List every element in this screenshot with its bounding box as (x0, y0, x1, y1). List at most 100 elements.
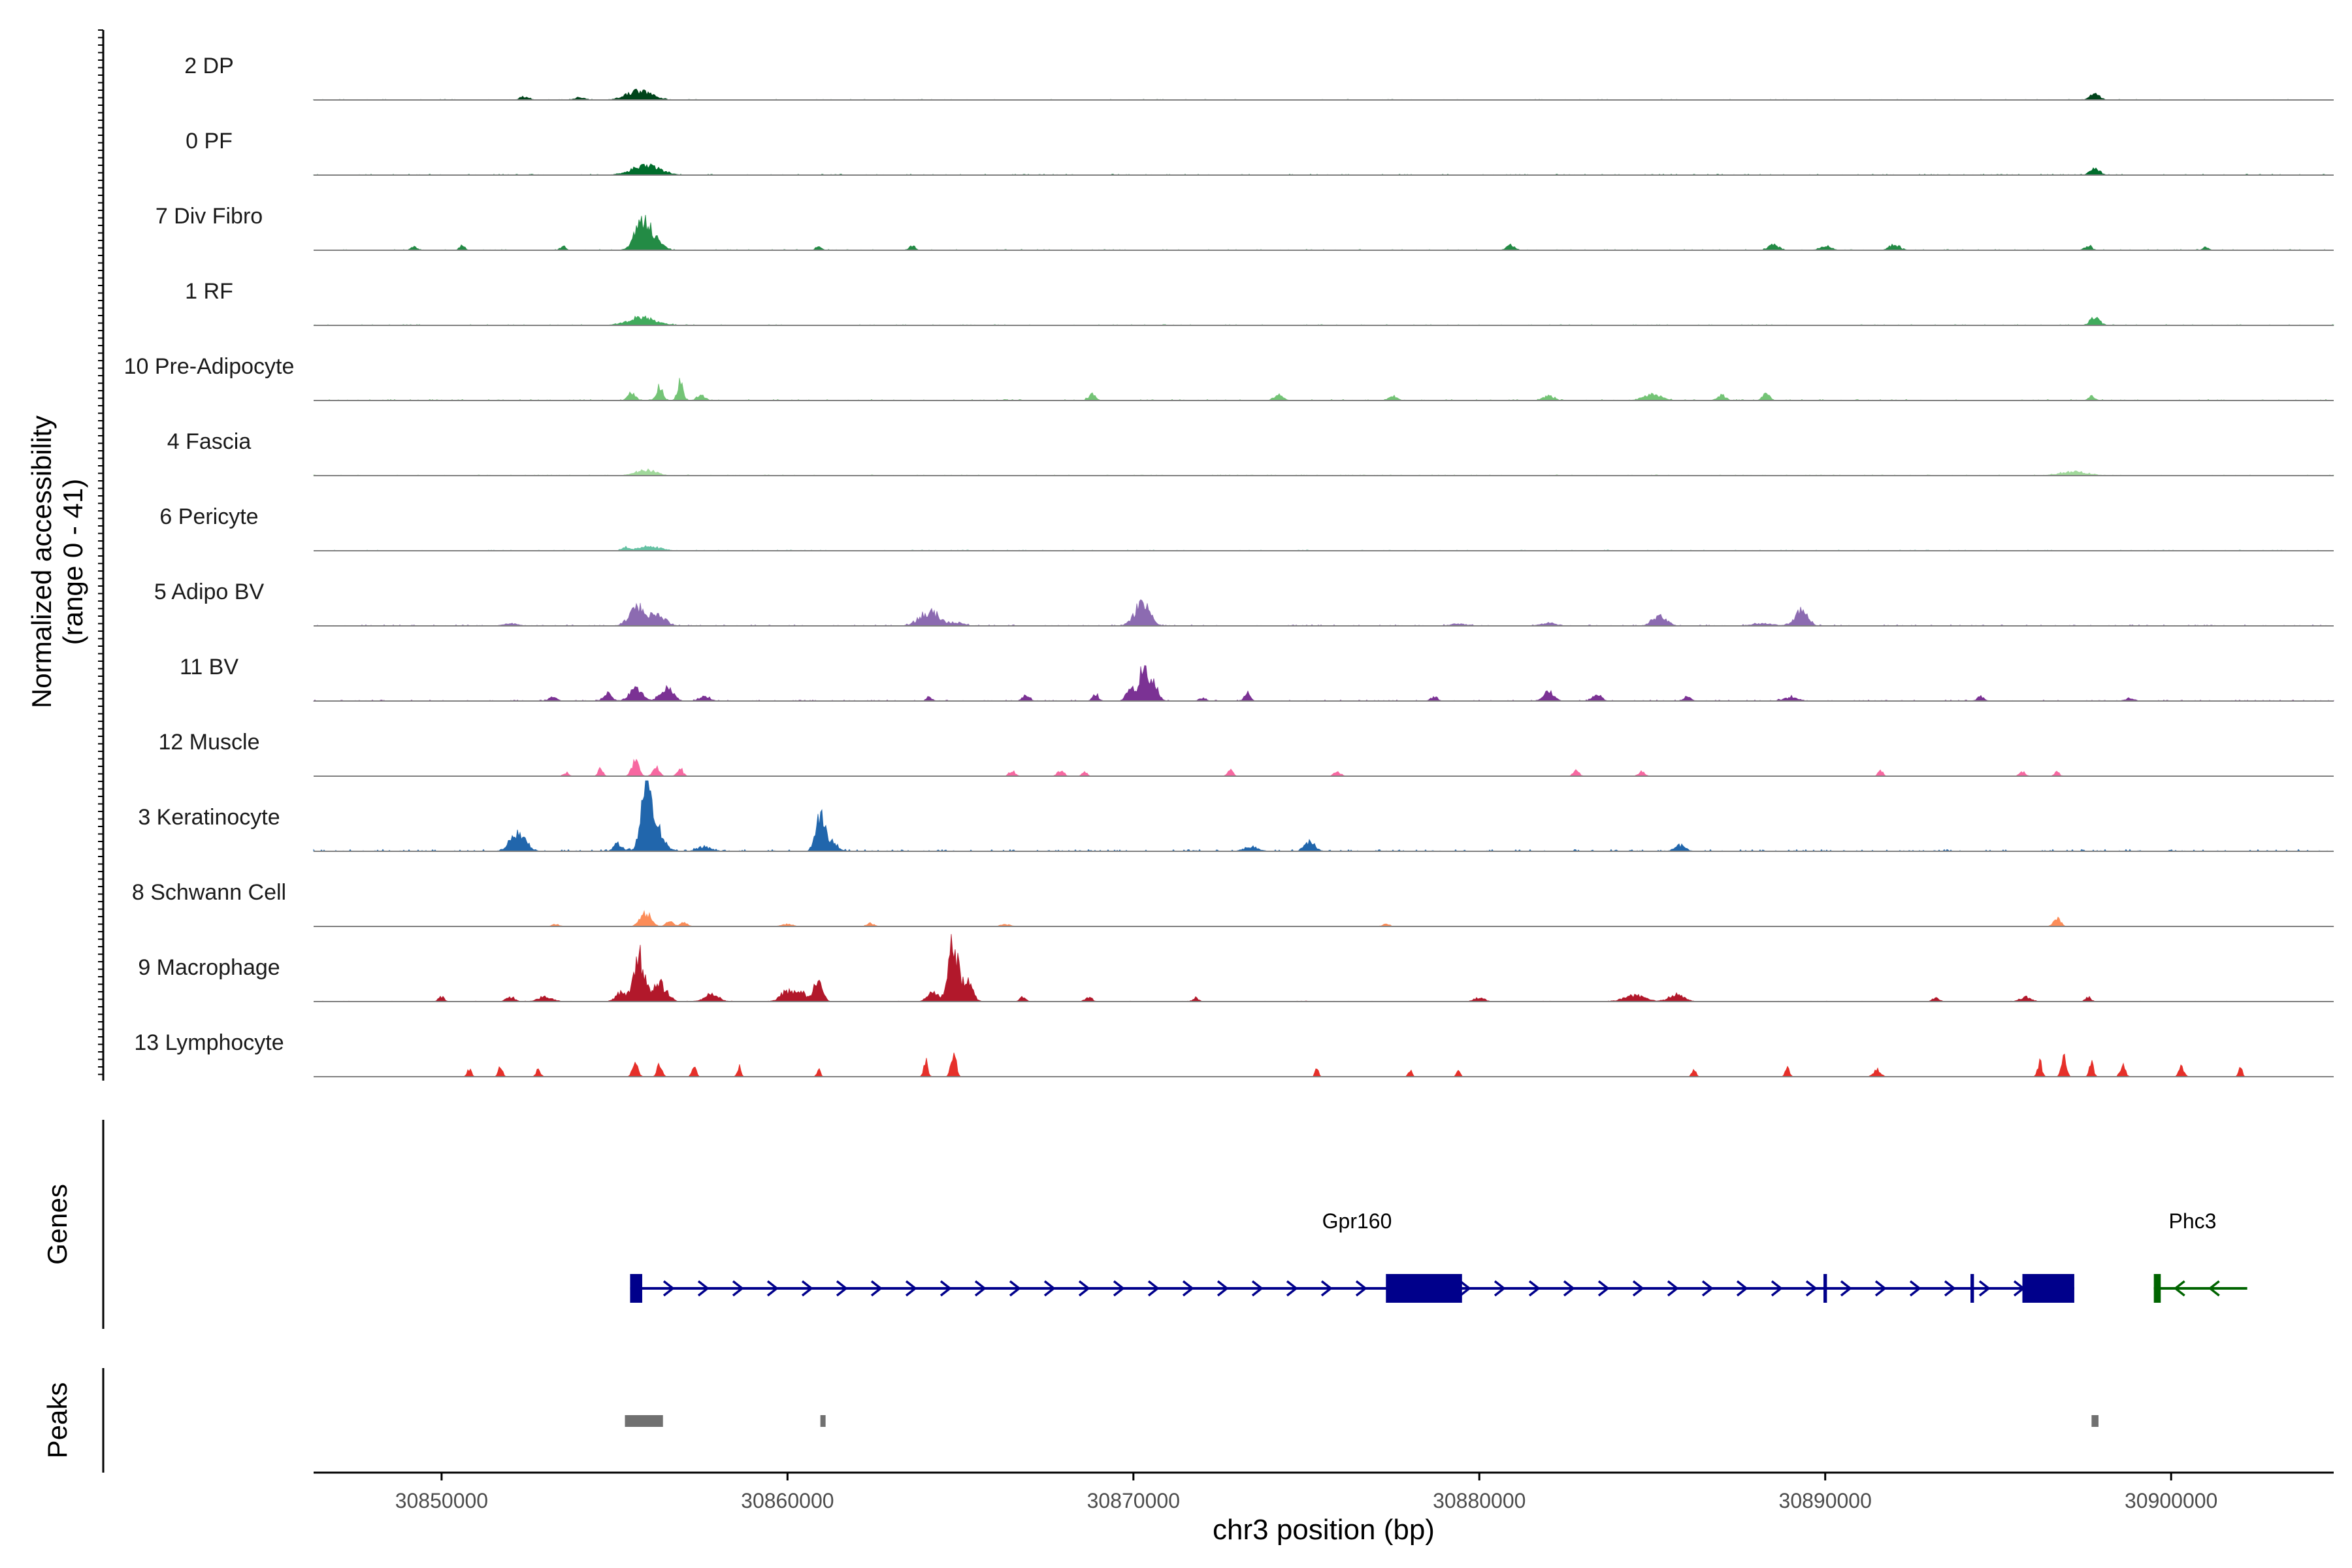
strand-chevron (1597, 1280, 1610, 1297)
x-axis: 30850000 30860000 30870000 30880000 30890000… (314, 1471, 2334, 1546)
track-3: 1 RF (185, 279, 2334, 326)
strand-chevron (1978, 1280, 1991, 1297)
genes-label: Genes (42, 1184, 73, 1265)
track-2: 7 Div Fibro (155, 204, 2334, 251)
x-tick-label: 30870000 (1087, 1489, 1180, 1512)
x-tick-label: 30890000 (1779, 1489, 1872, 1512)
strand-chevron (1147, 1280, 1160, 1297)
genes-panel: Genes Gpr160 Phc3 (42, 1120, 2247, 1329)
coverage-area-7 (314, 599, 2334, 627)
track-label-13: 13 Lymphocyte (134, 1030, 284, 1055)
x-axis-ticks: 30850000 30860000 30870000 30880000 30890000… (395, 1473, 2217, 1512)
strand-chevron (1182, 1280, 1194, 1297)
track-13: 13 Lymphocyte (134, 1030, 2334, 1077)
strand-chevron (1286, 1280, 1298, 1297)
coverage-area-12 (314, 934, 2334, 1002)
track-label-10: 3 Keratinocyte (138, 805, 280, 830)
strand-chevron (1874, 1280, 1887, 1297)
strand-chevron (1355, 1280, 1367, 1297)
strand-chevron (662, 1280, 675, 1297)
coverage-area-2 (314, 214, 2334, 251)
coverage-tracks: 2 DP 0 PF 7 Div Fibro 1 RF 10 Pre-Adipocyte 4… (124, 54, 2334, 1077)
track-label-3: 1 RF (185, 279, 233, 304)
coverage-area-5 (313, 468, 2334, 476)
strand-chevron (1667, 1280, 1679, 1297)
strand-chevron (1217, 1280, 1229, 1297)
y-axis-ticks (98, 29, 103, 1075)
coverage-area-10 (313, 780, 2334, 852)
coverage-area-1 (313, 163, 2334, 176)
y-axis: Normalized accessibility (range 0 - 41) (26, 29, 105, 1081)
gene-phc3: Phc3 (2153, 1209, 2247, 1303)
strand-chevron (974, 1280, 987, 1297)
gene-models: Gpr160 Phc3 (630, 1209, 2247, 1303)
coverage-area-6 (314, 545, 2334, 551)
strand-chevron (1459, 1280, 1471, 1297)
strand-chevron (1320, 1280, 1333, 1297)
strand-chevron (732, 1280, 744, 1297)
track-8: 11 BV (180, 655, 2334, 702)
strand-chevron (1632, 1280, 1644, 1297)
coverage-area-4 (314, 378, 2334, 401)
strand-chevron (697, 1280, 710, 1297)
peak-region (625, 1415, 663, 1427)
strand-chevron (1494, 1280, 1506, 1297)
track-label-1: 0 PF (186, 129, 233, 154)
x-tick-label: 30900000 (2125, 1489, 2217, 1512)
track-0: 2 DP (184, 54, 2334, 101)
strand-chevron (2173, 1280, 2185, 1297)
y-axis-title: Normalized accessibility (26, 416, 57, 708)
peak-region (2091, 1415, 2099, 1427)
x-tick-label: 30860000 (741, 1489, 834, 1512)
y-axis-range-label: (range 0 - 41) (57, 479, 88, 645)
track-label-8: 11 BV (180, 655, 238, 679)
coverage-area-8 (312, 665, 2334, 702)
track-label-9: 12 Muscle (159, 730, 260, 755)
track-label-11: 8 Schwann Cell (132, 880, 286, 905)
strand-chevron (1909, 1280, 1921, 1297)
strand-chevron (939, 1280, 952, 1297)
track-11: 8 Schwann Cell (132, 880, 2334, 927)
track-label-6: 6 Pericyte (159, 504, 258, 529)
strand-chevron (1078, 1280, 1090, 1297)
strand-chevron (766, 1280, 779, 1297)
coverage-area-0 (313, 88, 2334, 101)
track-12: 9 Macrophage (138, 934, 2334, 1002)
strand-chevron (1840, 1280, 1852, 1297)
coverage-area-13 (314, 1053, 2334, 1077)
strand-chevron (905, 1280, 917, 1297)
peak-marks (625, 1415, 2099, 1427)
strand-chevron (1043, 1280, 1056, 1297)
strand-chevron (1113, 1280, 1125, 1297)
strand-chevron (1563, 1280, 1575, 1297)
strand-chevron (1736, 1280, 1748, 1297)
peaks-panel: Peaks (42, 1368, 2099, 1473)
track-6: 6 Pericyte (159, 504, 2334, 551)
strand-chevron (2208, 1280, 2220, 1297)
gene-exon (2153, 1274, 2161, 1303)
track-7: 5 Adipo BV (154, 580, 2334, 627)
strand-chevron (1009, 1280, 1021, 1297)
track-1: 0 PF (186, 129, 2334, 176)
gene-exon (1386, 1274, 1462, 1303)
gene-exon (630, 1274, 642, 1303)
coverage-area-9 (314, 759, 2334, 777)
track-label-2: 7 Div Fibro (155, 204, 263, 229)
track-label-0: 2 DP (184, 54, 234, 78)
x-tick-label: 30880000 (1433, 1489, 1526, 1512)
strand-chevron (801, 1280, 813, 1297)
strand-chevron (1251, 1280, 1264, 1297)
track-label-5: 4 Fascia (167, 429, 252, 454)
x-axis-title: chr3 position (bp) (1213, 1514, 1435, 1546)
track-label-4: 10 Pre-Adipocyte (124, 354, 295, 379)
strand-chevron (870, 1280, 883, 1297)
track-10: 3 Keratinocyte (138, 780, 2334, 852)
track-9: 12 Muscle (159, 730, 2334, 777)
x-tick-label: 30850000 (395, 1489, 488, 1512)
strand-chevron (836, 1280, 848, 1297)
strand-chevron (1805, 1280, 1818, 1297)
coverage-area-3 (313, 315, 2334, 326)
track-4: 10 Pre-Adipocyte (124, 354, 2334, 401)
gene-exon (1970, 1274, 1974, 1303)
